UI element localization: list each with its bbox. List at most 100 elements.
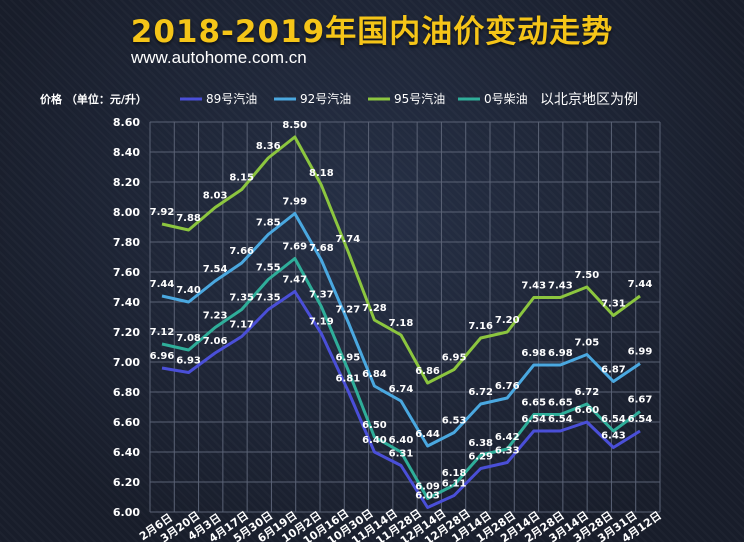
data-label: 7.31: [601, 299, 626, 310]
data-label: 6.93: [176, 356, 201, 367]
data-label: 7.44: [150, 279, 175, 290]
data-label: 7.18: [389, 318, 414, 329]
website-url: www.autohome.com.cn: [131, 48, 307, 67]
data-label: 8.03: [203, 191, 228, 202]
data-label: 7.40: [176, 285, 201, 296]
data-label: 7.27: [336, 305, 361, 316]
data-label: 6.99: [628, 347, 653, 358]
data-label: 7.44: [628, 279, 653, 290]
data-label: 7.23: [203, 311, 228, 322]
data-label: 7.37: [309, 290, 334, 301]
series-line-92号汽油: [161, 212, 641, 448]
data-label: 6.86: [415, 366, 440, 377]
data-label: 7.99: [282, 197, 307, 208]
data-label: 6.40: [389, 435, 414, 446]
data-label: 7.43: [548, 281, 573, 292]
data-label: 6.98: [521, 348, 546, 359]
data-label: 7.20: [495, 315, 520, 326]
data-label: 6.50: [362, 420, 387, 431]
data-label: 7.85: [256, 218, 281, 229]
data-label: 6.54: [521, 414, 546, 425]
data-label: 7.54: [203, 264, 228, 275]
y-tick-label: 8.60: [113, 116, 140, 129]
data-label: 6.03: [415, 491, 440, 502]
legend-note: 以北京地区为例: [540, 92, 638, 108]
data-label: 6.60: [575, 405, 600, 416]
legend-label: 95号汽油: [394, 91, 445, 106]
data-label: 6.40: [362, 435, 387, 446]
data-label: 6.95: [336, 353, 361, 364]
legend-label: 92号汽油: [300, 91, 351, 106]
data-label: 7.16: [468, 321, 493, 332]
data-label: 6.33: [495, 446, 520, 457]
chart-title: 2018-2019年国内油价变动走势: [130, 14, 614, 50]
y-tick-label: 6.40: [113, 446, 140, 459]
data-label: 6.81: [336, 374, 361, 385]
data-label: 6.18: [442, 468, 467, 479]
data-label: 6.76: [495, 381, 520, 392]
y-tick-label: 7.00: [113, 356, 140, 369]
data-label: 7.12: [150, 327, 175, 338]
data-label: 7.92: [150, 207, 175, 218]
series-line-0号柴油: [161, 257, 641, 500]
y-tick-label: 6.00: [113, 506, 140, 519]
data-label: 7.74: [336, 234, 361, 245]
y-tick-label: 6.20: [113, 476, 140, 489]
data-label: 6.87: [601, 365, 626, 376]
y-tick-label: 8.00: [113, 206, 140, 219]
data-label: 8.15: [229, 173, 254, 184]
series-lines: [161, 135, 641, 509]
data-label: 6.65: [521, 398, 546, 409]
data-label: 6.29: [468, 452, 493, 463]
y-tick-label: 7.80: [113, 236, 140, 249]
data-label: 7.08: [176, 333, 201, 344]
y-tick-label: 6.80: [113, 386, 140, 399]
y-tick-label: 7.20: [113, 326, 140, 339]
legend-label: 89号汽油: [206, 91, 257, 106]
data-label: 6.84: [362, 369, 387, 380]
data-label: 6.09: [415, 482, 440, 493]
data-label: 7.35: [256, 293, 281, 304]
data-label: 6.11: [442, 479, 467, 490]
data-label: 6.65: [548, 398, 573, 409]
data-label: 6.74: [389, 384, 414, 395]
y-tick-label: 7.60: [113, 266, 140, 279]
chart-legend: 89号汽油 92号汽油 95号汽油 0号柴油 以北京地区为例: [180, 91, 638, 108]
data-label: 8.36: [256, 141, 281, 152]
series-line-89号汽油: [161, 290, 641, 509]
data-label: 7.06: [203, 336, 228, 347]
data-label: 7.19: [309, 317, 334, 328]
data-label: 7.55: [256, 263, 281, 274]
data-label: 6.96: [150, 351, 175, 362]
data-label: 6.98: [548, 348, 573, 359]
data-label: 7.35: [229, 293, 254, 304]
data-label: 6.54: [628, 414, 653, 425]
data-label: 6.54: [548, 414, 573, 425]
data-label: 6.44: [415, 429, 440, 440]
data-label: 6.72: [468, 387, 493, 398]
data-label: 7.69: [282, 242, 307, 253]
data-label: 6.67: [628, 395, 653, 406]
data-label: 6.43: [601, 431, 626, 442]
data-label: 7.43: [521, 281, 546, 292]
data-label: 6.95: [442, 353, 467, 364]
y-tick-label: 8.40: [113, 146, 140, 159]
chart-grid: [149, 121, 661, 513]
legend-label: 0号柴油: [484, 92, 528, 106]
y-tick-label: 8.20: [113, 176, 140, 189]
data-labels: 6.96 6.937.067.177.357.477.196.816.406.31…: [150, 120, 653, 502]
series-line-95号汽油: [161, 135, 641, 385]
data-label: 7.28: [362, 303, 387, 314]
data-label: 7.66: [229, 246, 254, 257]
data-label: 6.53: [442, 416, 467, 427]
data-label: 6.31: [389, 449, 414, 460]
data-label: 7.47: [282, 275, 307, 286]
y-axis-label: 价格 （单位：元/升）: [40, 92, 147, 106]
y-tick-label: 6.60: [113, 416, 140, 429]
y-axis-ticks: 8.60 8.40 8.20 8.00 7.80 7.60 7.40 7.20 7.00 6.80…: [113, 116, 140, 519]
data-label: 7.88: [176, 213, 201, 224]
y-tick-label: 7.40: [113, 296, 140, 309]
data-label: 7.68: [309, 243, 334, 254]
data-label: 6.42: [495, 432, 520, 443]
